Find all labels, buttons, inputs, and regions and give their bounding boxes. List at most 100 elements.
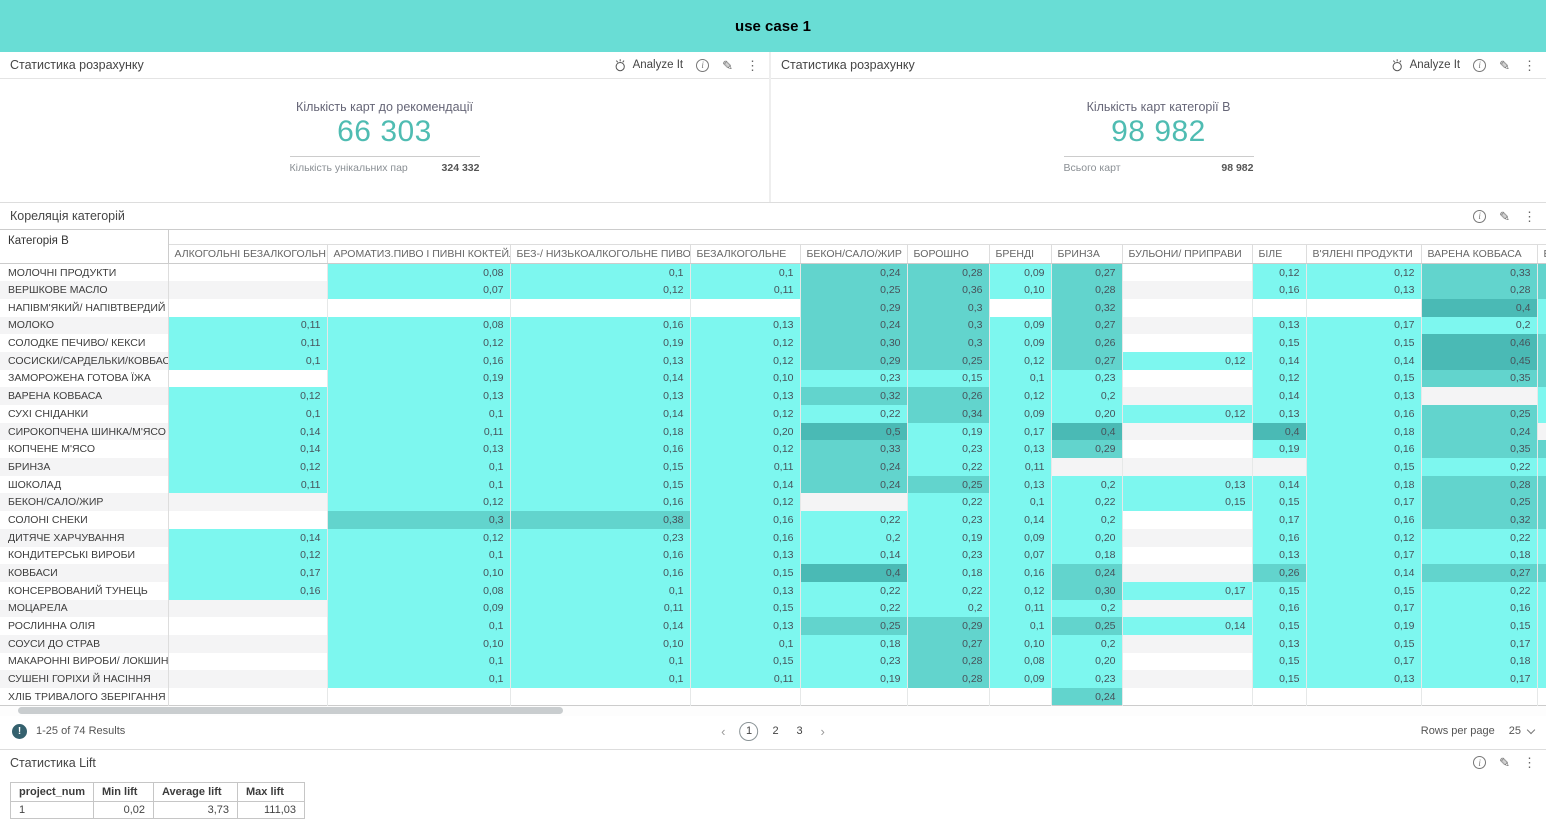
heatmap-cell[interactable]: 0,25 (799, 281, 907, 299)
heatmap-cell[interactable]: 0,5 (799, 422, 907, 441)
more-options-icon[interactable]: ⋮ (1523, 208, 1536, 224)
heatmap-cell[interactable] (906, 688, 989, 706)
heatmap-cell[interactable]: 0,12 (988, 581, 1051, 600)
column-header-12[interactable]: ВАРЕНА КОВБАСА (1420, 244, 1537, 264)
analyze-it-button[interactable]: Analyze It (613, 58, 683, 72)
heatmap-cell[interactable] (1121, 298, 1252, 317)
heatmap-cell[interactable]: 0,11 (509, 599, 690, 618)
heatmap-cell[interactable] (799, 493, 907, 512)
heatmap-cell[interactable]: 0,17 (1251, 511, 1306, 529)
heatmap-cell[interactable]: 0,23 (1050, 369, 1122, 388)
more-options-icon[interactable]: ⋮ (1523, 57, 1536, 73)
heatmap-cell[interactable]: 0,12 (326, 528, 510, 547)
scrollbar-thumb[interactable] (18, 707, 563, 715)
heatmap-cell[interactable]: 0,17 (1121, 581, 1252, 600)
heatmap-cell[interactable]: 0,15 (1251, 652, 1306, 671)
heatmap-cell[interactable]: 0,22 (1050, 493, 1122, 512)
column-header-5[interactable]: БЕКОН/САЛО/ЖИР (799, 244, 907, 264)
row-label[interactable]: ХЛІБ ТРИВАЛОГО ЗБЕРІГАННЯ (0, 688, 169, 706)
heatmap-cell[interactable]: 0,30 (1050, 581, 1122, 600)
heatmap-cell[interactable]: 0,13 (1251, 634, 1306, 653)
heatmap-cell[interactable]: 0,1 (988, 617, 1051, 635)
heatmap-cell[interactable]: 0,26 (1050, 334, 1122, 352)
rows-per-page-select[interactable]: 25 (1509, 725, 1536, 737)
heatmap-cell[interactable]: 0,11 (167, 475, 327, 494)
heatmap-cell[interactable]: 0,23 (906, 511, 989, 529)
heatmap-cell[interactable]: 0,16 (167, 581, 327, 600)
heatmap-cell[interactable]: 0,15 (1305, 334, 1421, 352)
heatmap-cell[interactable] (1121, 634, 1252, 653)
heatmap-cell[interactable]: 0,28 (906, 670, 989, 688)
heatmap-cell-truncated[interactable] (1536, 475, 1546, 494)
heatmap-cell[interactable]: 0,14 (509, 617, 690, 635)
heatmap-cell[interactable]: 0,15 (1305, 369, 1421, 388)
heatmap-cell[interactable]: 0,36 (906, 281, 989, 299)
heatmap-cell[interactable]: 0,2 (1050, 387, 1122, 405)
heatmap-cell[interactable]: 0,2 (906, 599, 989, 618)
heatmap-cell[interactable] (1251, 688, 1306, 706)
heatmap-cell[interactable]: 0,08 (326, 316, 510, 335)
heatmap-cell[interactable] (167, 298, 327, 317)
heatmap-cell[interactable]: 0,23 (799, 652, 907, 671)
heatmap-cell[interactable]: 0,26 (1251, 564, 1306, 582)
heatmap-cell[interactable]: 0,13 (689, 581, 800, 600)
heatmap-cell[interactable]: 0,27 (1050, 263, 1122, 282)
heatmap-cell[interactable]: 0,16 (509, 564, 690, 582)
column-header-3[interactable]: БЕЗ-/ НИЗЬКОАЛКОГОЛЬНЕ ПИВО (509, 244, 690, 264)
heatmap-cell[interactable] (1420, 387, 1537, 405)
heatmap-cell[interactable]: 0,1 (509, 670, 690, 688)
heatmap-cell[interactable]: 0,22 (906, 581, 989, 600)
row-label[interactable]: КОНДИТЕРСЬКІ ВИРОБИ (0, 546, 169, 565)
heatmap-cell[interactable] (326, 298, 510, 317)
heatmap-cell[interactable]: 0,23 (509, 528, 690, 547)
heatmap-cell[interactable]: 0,12 (988, 387, 1051, 405)
heatmap-cell[interactable]: 0,29 (799, 298, 907, 317)
edit-pencil-icon[interactable]: ✎ (1499, 208, 1510, 224)
heatmap-cell[interactable]: 0,10 (988, 634, 1051, 653)
heatmap-cell[interactable]: 0,09 (988, 316, 1051, 335)
heatmap-cell[interactable]: 0,1 (167, 405, 327, 423)
heatmap-cell[interactable]: 0,09 (988, 263, 1051, 282)
heatmap-cell[interactable] (1121, 670, 1252, 688)
heatmap-cell[interactable]: 0,3 (906, 334, 989, 352)
heatmap-cell[interactable]: 0,14 (167, 528, 327, 547)
heatmap-cell[interactable]: 0,1 (509, 263, 690, 282)
heatmap-cell-truncated[interactable] (1536, 546, 1546, 565)
heatmap-cell[interactable]: 0,12 (1305, 528, 1421, 547)
heatmap-cell[interactable]: 0,1 (689, 263, 800, 282)
heatmap-cell[interactable]: 0,14 (1251, 475, 1306, 494)
heatmap-cell[interactable] (1121, 387, 1252, 405)
heatmap-cell[interactable]: 0,13 (1121, 475, 1252, 494)
heatmap-cell[interactable] (1121, 652, 1252, 671)
heatmap-cell[interactable]: 0,28 (1420, 475, 1537, 494)
heatmap-cell[interactable]: 0,22 (799, 405, 907, 423)
heatmap-cell-truncated[interactable] (1536, 493, 1546, 512)
heatmap-cell[interactable]: 0,33 (1420, 263, 1537, 282)
heatmap-cell[interactable]: 0,2 (799, 528, 907, 547)
heatmap-cell[interactable]: 0,22 (799, 599, 907, 618)
heatmap-cell[interactable]: 0,19 (906, 528, 989, 547)
row-label[interactable]: ВЕРШКОВЕ МАСЛО (0, 281, 169, 299)
heatmap-cell[interactable] (167, 688, 327, 706)
next-page-icon[interactable]: › (820, 723, 825, 739)
more-options-icon[interactable]: ⋮ (1523, 755, 1536, 771)
heatmap-cell[interactable]: 0,2 (1420, 316, 1537, 335)
heatmap-cell-truncated[interactable] (1536, 599, 1546, 618)
heatmap-cell-truncated[interactable] (1536, 263, 1546, 282)
heatmap-cell-truncated[interactable] (1536, 511, 1546, 529)
row-label[interactable]: СИРОКОПЧЕНА ШИНКА/М'ЯСО (0, 422, 169, 441)
heatmap-cell[interactable]: 0,4 (1420, 298, 1537, 317)
heatmap-cell[interactable] (167, 617, 327, 635)
row-label[interactable]: ВАРЕНА КОВБАСА (0, 387, 169, 405)
heatmap-cell[interactable]: 0,07 (326, 281, 510, 299)
edit-pencil-icon[interactable]: ✎ (722, 57, 733, 73)
heatmap-cell[interactable] (167, 670, 327, 688)
heatmap-cell[interactable] (167, 599, 327, 618)
heatmap-cell[interactable]: 0,18 (1305, 475, 1421, 494)
heatmap-cell[interactable]: 0,18 (1305, 422, 1421, 441)
heatmap-cell[interactable]: 0,1 (326, 670, 510, 688)
heatmap-cell[interactable]: 0,22 (906, 458, 989, 476)
heatmap-cell[interactable]: 0,22 (1420, 458, 1537, 476)
info-icon[interactable]: i (696, 58, 710, 72)
column-header-8[interactable]: БРИНЗА (1050, 244, 1122, 264)
